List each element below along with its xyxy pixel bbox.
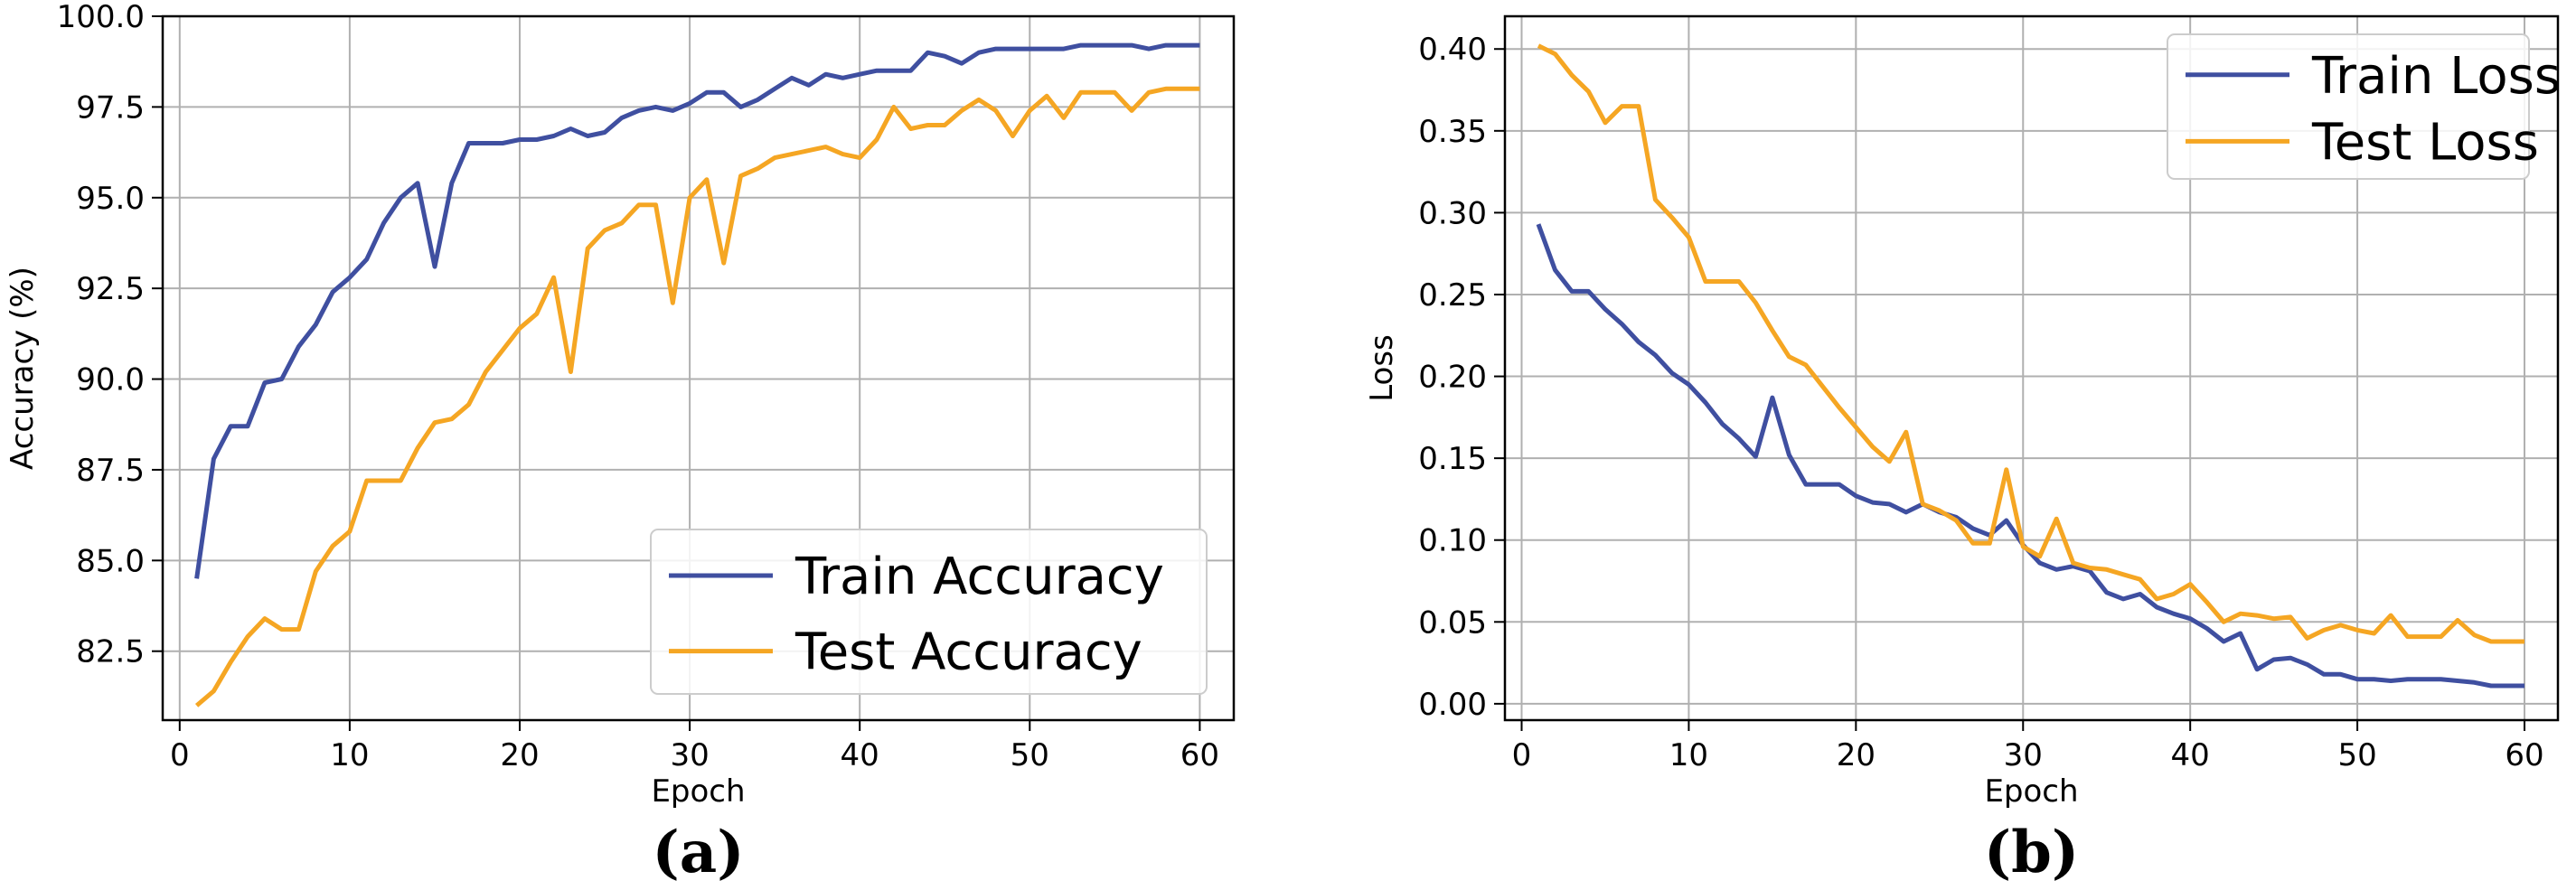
y-tick-label: 0.10 [1418,523,1487,559]
x-axis-label: Epoch [1984,773,2078,810]
legend-label: Train Loss [2311,47,2561,106]
legend-label: Train Accuracy [794,548,1164,606]
x-tick-label: 30 [670,737,709,773]
y-tick-label: 0.25 [1418,277,1487,314]
legend-label: Test Accuracy [794,623,1142,682]
y-tick-label: 0.05 [1418,604,1487,641]
x-tick-label: 20 [1837,737,1876,773]
y-tick-label: 87.5 [76,453,145,489]
panel-a: 0 10 20 30 40 50 60 82.5 85.0 87.5 90.0 92.5 95.0 97.… [5,0,1236,886]
y-tick-label: 0.00 [1418,687,1487,723]
legend-box [650,529,1208,695]
series-line-test-accuracy [194,86,1200,707]
y-tick-label: 0.40 [1418,32,1487,68]
y-tick-label: 85.0 [76,543,145,579]
x-tick-label: 20 [500,737,539,773]
y-tick-label: 82.5 [76,634,145,670]
legend-label: Test Loss [2311,113,2539,172]
x-tick-label: 0 [1512,737,1532,773]
series-line-train-accuracy [194,42,1200,579]
x-tick-label: 60 [1180,737,1219,773]
y-tick-label: 90.0 [76,362,145,398]
y-tick-label: 0.35 [1418,114,1487,150]
y-tick-label: 0.30 [1418,195,1487,231]
panel-label: (a) [652,819,744,886]
x-tick-label: 40 [2171,737,2210,773]
x-tick-label: 10 [1669,737,1708,773]
y-tick-label: 95.0 [76,181,145,217]
y-tick-label: 0.20 [1418,360,1487,396]
y-tick-label: 100.0 [57,0,145,35]
x-tick-label: 40 [841,737,879,773]
x-tick-label: 60 [2505,737,2543,773]
x-axis-label: Epoch [651,773,745,810]
x-tick-label: 30 [2004,737,2043,773]
x-tick-label: 10 [330,737,369,773]
plot-frame [1503,14,2560,722]
panel-label: (b) [1984,819,2079,886]
series-line-test-loss [1537,43,2524,644]
x-tick-label: 50 [2337,737,2376,773]
y-axis-label: Accuracy (%) [5,267,41,470]
y-tick-label: 92.5 [76,271,145,307]
x-tick-label: 50 [1011,737,1049,773]
series-line-train-loss [1536,223,2524,689]
y-tick-label: 97.5 [76,89,145,126]
x-tick-label: 0 [170,737,190,773]
plot-frame [161,14,1236,722]
panel-b: 0 10 20 30 40 50 60 0.00 0.05 0.10 0.15 0.20 0.25 0.3… [1364,14,2561,886]
y-axis-label: Loss [1364,334,1400,402]
y-tick-label: 0.15 [1418,441,1487,477]
